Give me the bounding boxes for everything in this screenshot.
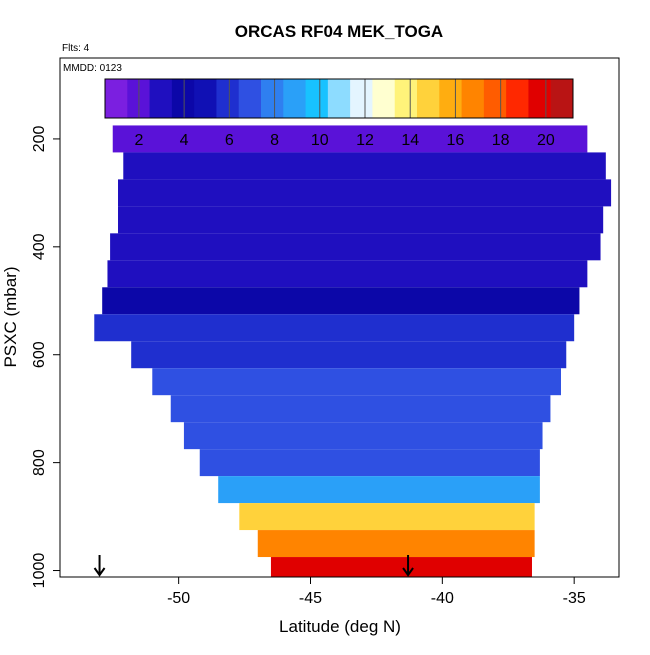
heatmap-band (102, 287, 580, 315)
colorbar-tick-label: 6 (225, 132, 234, 149)
heatmap-band (118, 206, 604, 234)
heatmap-band (270, 557, 532, 577)
colorbar-swatch (461, 79, 485, 118)
colorbar-swatch (238, 79, 262, 118)
x-tick-label: -40 (431, 590, 454, 607)
down-arrow-icon (93, 567, 106, 577)
heatmap-band (183, 422, 543, 450)
heatmap-band (218, 476, 540, 504)
chart-title: ORCAS RF04 MEK_TOGA (235, 22, 443, 41)
colorbar-tick-label: 20 (537, 132, 555, 149)
colorbar-tick-label: 18 (492, 132, 510, 149)
heatmap-band (112, 125, 588, 153)
heatmap-band (118, 179, 612, 207)
heatmap-band (239, 503, 535, 531)
y-axis-label: PSXC (mbar) (1, 266, 20, 367)
colorbar-swatch (372, 79, 396, 118)
y-tick-label: 400 (31, 233, 48, 260)
x-tick-label: -35 (563, 590, 586, 607)
heatmap-band (199, 449, 540, 477)
colorbar-swatch (261, 79, 284, 118)
heatmap-band (123, 152, 606, 180)
colorbar-swatch (394, 79, 418, 118)
y-tick-label: 1000 (31, 553, 48, 589)
colorbar-swatch (216, 79, 240, 118)
heatmap-band (107, 260, 588, 288)
flights-annotation: Flts: 4 (62, 43, 90, 54)
colorbar-swatch (483, 79, 507, 118)
heatmap-band (152, 368, 561, 396)
colorbar-swatch (105, 79, 128, 118)
plot-area (94, 125, 612, 577)
colorbar-swatch (350, 79, 373, 118)
colorbar-swatch (327, 79, 351, 118)
colorbar-swatch (550, 79, 574, 118)
colorbar-swatch (417, 79, 440, 118)
heatmap-band (110, 233, 601, 261)
colorbar-swatch (194, 79, 217, 118)
x-tick-label: -50 (167, 590, 190, 607)
y-tick-label: 600 (31, 341, 48, 368)
mmdd-annotation: MMDD: 0123 (63, 63, 122, 74)
colorbar-frame (104, 78, 574, 119)
colorbar-tick-label: 4 (180, 132, 189, 149)
heatmap-band (94, 314, 575, 342)
colorbar-swatch (528, 79, 552, 118)
colorbar-swatch (305, 79, 329, 118)
colorbar-swatch (439, 79, 463, 118)
colorbar-tick-label: 10 (311, 132, 329, 149)
down-arrow-icon (402, 567, 414, 577)
colorbar-swatch (283, 79, 307, 118)
colorbar-tick-label: 2 (134, 132, 143, 149)
colorbar-legend: 2 4 6 8 10 12 14 16 18 20 (104, 78, 574, 149)
colorbar-tick-label: 16 (447, 132, 465, 149)
heatmap-band (257, 530, 535, 558)
colorbar-tick-label: 8 (270, 132, 279, 149)
y-tick-label: 800 (31, 449, 48, 476)
x-tick-label: -45 (299, 590, 322, 607)
y-tick-label: 200 (31, 125, 48, 152)
colorbar-swatch (171, 79, 195, 118)
heatmap-band (131, 341, 567, 369)
axes: -50 -45 -40 -35 200 400 600 800 1000 (31, 125, 586, 607)
colorbar-tick-label: 14 (401, 132, 419, 149)
colorbar-swatch (506, 79, 529, 118)
heatmap-band (170, 395, 551, 423)
x-axis-label: Latitude (deg N) (279, 617, 401, 636)
colorbar-tick-label: 12 (356, 132, 374, 149)
colorbar-swatch (149, 79, 173, 118)
